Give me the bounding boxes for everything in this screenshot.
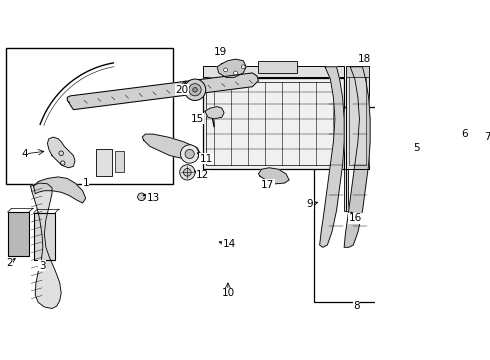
Circle shape <box>193 87 197 92</box>
Bar <box>345 66 368 168</box>
Text: 5: 5 <box>414 143 420 153</box>
Circle shape <box>241 65 245 69</box>
Circle shape <box>189 84 201 96</box>
Text: 13: 13 <box>147 193 160 203</box>
Bar <box>314 107 413 302</box>
Text: 1: 1 <box>82 178 89 188</box>
Circle shape <box>184 168 191 176</box>
Circle shape <box>180 145 199 163</box>
Bar <box>344 168 348 211</box>
Polygon shape <box>34 177 86 203</box>
Bar <box>455 165 464 234</box>
Bar <box>96 149 112 176</box>
Text: 12: 12 <box>196 170 209 180</box>
Text: 11: 11 <box>200 154 213 163</box>
Circle shape <box>184 79 206 100</box>
Bar <box>345 66 368 77</box>
Bar <box>349 70 366 165</box>
Text: 6: 6 <box>462 129 468 139</box>
Circle shape <box>224 68 227 72</box>
Bar <box>6 48 173 184</box>
Text: 9: 9 <box>306 199 313 210</box>
Circle shape <box>180 165 195 180</box>
Bar <box>476 160 482 228</box>
Bar <box>115 151 124 172</box>
Text: 2: 2 <box>6 258 12 267</box>
Bar <box>8 212 29 256</box>
Polygon shape <box>217 59 246 77</box>
Circle shape <box>138 193 146 201</box>
Circle shape <box>185 149 194 159</box>
Text: 19: 19 <box>214 46 227 57</box>
Text: 17: 17 <box>261 180 274 190</box>
Bar <box>203 66 344 77</box>
Bar <box>34 213 55 260</box>
Polygon shape <box>259 168 289 184</box>
Polygon shape <box>30 183 61 309</box>
Circle shape <box>234 71 238 75</box>
Text: 3: 3 <box>39 261 46 271</box>
Text: 14: 14 <box>223 239 236 249</box>
Text: 7: 7 <box>484 132 490 142</box>
Bar <box>417 159 430 253</box>
Polygon shape <box>67 73 259 110</box>
Polygon shape <box>319 67 344 247</box>
Polygon shape <box>142 134 200 160</box>
Bar <box>259 61 297 73</box>
Text: 18: 18 <box>357 54 370 64</box>
Text: 4: 4 <box>21 149 28 159</box>
Text: 8: 8 <box>353 301 360 311</box>
Bar <box>203 78 344 168</box>
Text: 16: 16 <box>349 213 362 223</box>
Polygon shape <box>48 137 75 168</box>
Text: 10: 10 <box>221 288 234 298</box>
Text: 20: 20 <box>175 85 189 95</box>
Bar <box>431 162 438 249</box>
Polygon shape <box>344 67 370 247</box>
Polygon shape <box>205 107 224 119</box>
Text: 15: 15 <box>191 114 204 124</box>
Bar <box>206 82 341 165</box>
